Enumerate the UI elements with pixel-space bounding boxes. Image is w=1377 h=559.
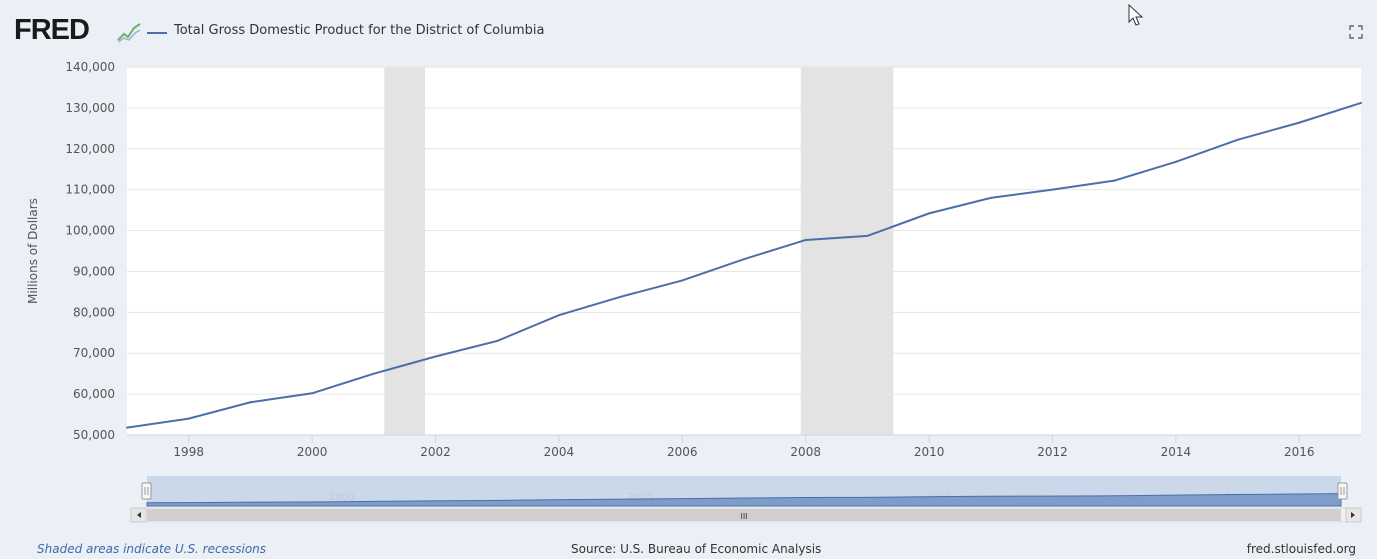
data-point[interactable] xyxy=(1051,188,1054,191)
data-point[interactable] xyxy=(804,238,807,241)
navigator[interactable]: 2000200520102015 xyxy=(141,476,1348,507)
x-tick-label: 1998 xyxy=(173,445,204,459)
data-point[interactable] xyxy=(743,258,745,261)
y-tick-label: 120,000 xyxy=(65,142,115,156)
y-tick-label: 80,000 xyxy=(73,305,115,319)
data-point[interactable] xyxy=(928,212,931,215)
x-tick-label: 2014 xyxy=(1161,445,1192,459)
x-tick-label: 2010 xyxy=(914,445,945,459)
y-tick-label: 60,000 xyxy=(73,387,115,401)
data-point[interactable] xyxy=(1298,121,1301,124)
y-tick-label: 130,000 xyxy=(65,101,115,115)
x-axis-ticks: 1998 2000 2002 2004 2006 2008 2010 2012 2014 2016 xyxy=(173,435,1315,459)
recession-note: Shaded areas indicate U.S. recessions xyxy=(37,542,267,556)
data-point[interactable] xyxy=(187,417,190,420)
y-axis-label: Millions of Dollars xyxy=(26,198,40,304)
y-tick-label: 110,000 xyxy=(65,183,115,197)
x-tick-label: 2002 xyxy=(420,445,451,459)
scroll-right-icon xyxy=(1351,512,1355,518)
gridlines xyxy=(127,66,1361,436)
data-point[interactable] xyxy=(989,196,992,199)
data-point[interactable] xyxy=(1113,179,1116,182)
series-lines xyxy=(126,101,1362,429)
plot-area xyxy=(127,67,1361,435)
data-point[interactable] xyxy=(1360,101,1362,104)
data-point[interactable] xyxy=(619,295,622,298)
data-point[interactable] xyxy=(126,426,128,429)
recession-band-2 xyxy=(800,67,894,435)
legend-swatch xyxy=(147,32,167,34)
data-point[interactable] xyxy=(866,234,869,237)
scrollbar-thumb[interactable] xyxy=(147,509,1341,521)
x-tick-label: 2016 xyxy=(1284,445,1315,459)
data-point[interactable] xyxy=(681,279,684,282)
recession-band-1 xyxy=(384,67,426,435)
recession-bands xyxy=(384,67,894,435)
data-point[interactable] xyxy=(557,314,560,317)
x-tick-label: 2012 xyxy=(1037,445,1068,459)
fred-logo[interactable]: FRED xyxy=(14,14,90,46)
y-axis-ticks: 50,000 60,000 70,000 80,000 90,000 100,000 110… xyxy=(65,60,115,442)
data-point[interactable] xyxy=(249,401,252,404)
data-point[interactable] xyxy=(1174,160,1177,163)
y-tick-label: 90,000 xyxy=(73,264,115,278)
y-tick-label: 140,000 xyxy=(65,60,115,74)
navigator-handle-left[interactable] xyxy=(141,482,152,500)
y-tick-label: 70,000 xyxy=(73,346,115,360)
source-note: Source: U.S. Bureau of Economic Analysis xyxy=(571,542,822,556)
scrollbar-grip: III xyxy=(740,512,747,521)
scroll-left-icon xyxy=(137,512,141,518)
x-tick-label: 2004 xyxy=(544,445,575,459)
scrollbar[interactable]: III xyxy=(130,507,1362,523)
data-point[interactable] xyxy=(311,392,314,395)
navigator-handle-right[interactable] xyxy=(1337,482,1348,500)
x-tick-label: 2000 xyxy=(297,445,328,459)
fred-graph-icon xyxy=(117,19,141,43)
data-point[interactable] xyxy=(434,355,437,358)
x-tick-label: 2006 xyxy=(667,445,698,459)
navigator-series xyxy=(146,493,1342,507)
y-tick-label: 100,000 xyxy=(65,224,115,238)
data-point[interactable] xyxy=(496,339,499,342)
data-point[interactable] xyxy=(1236,138,1239,141)
site-link[interactable]: fred.stlouisfed.org xyxy=(1246,542,1356,556)
x-tick-label: 2008 xyxy=(790,445,821,459)
chart-header: FRED Total Gross Domestic Product for th… xyxy=(0,0,1377,62)
y-tick-label: 50,000 xyxy=(73,428,115,442)
data-point[interactable] xyxy=(372,372,375,375)
mouse-cursor-icon xyxy=(1128,4,1144,26)
chart-title: Total Gross Domestic Product for the Dis… xyxy=(174,23,545,38)
fullscreen-icon[interactable] xyxy=(1349,25,1363,39)
